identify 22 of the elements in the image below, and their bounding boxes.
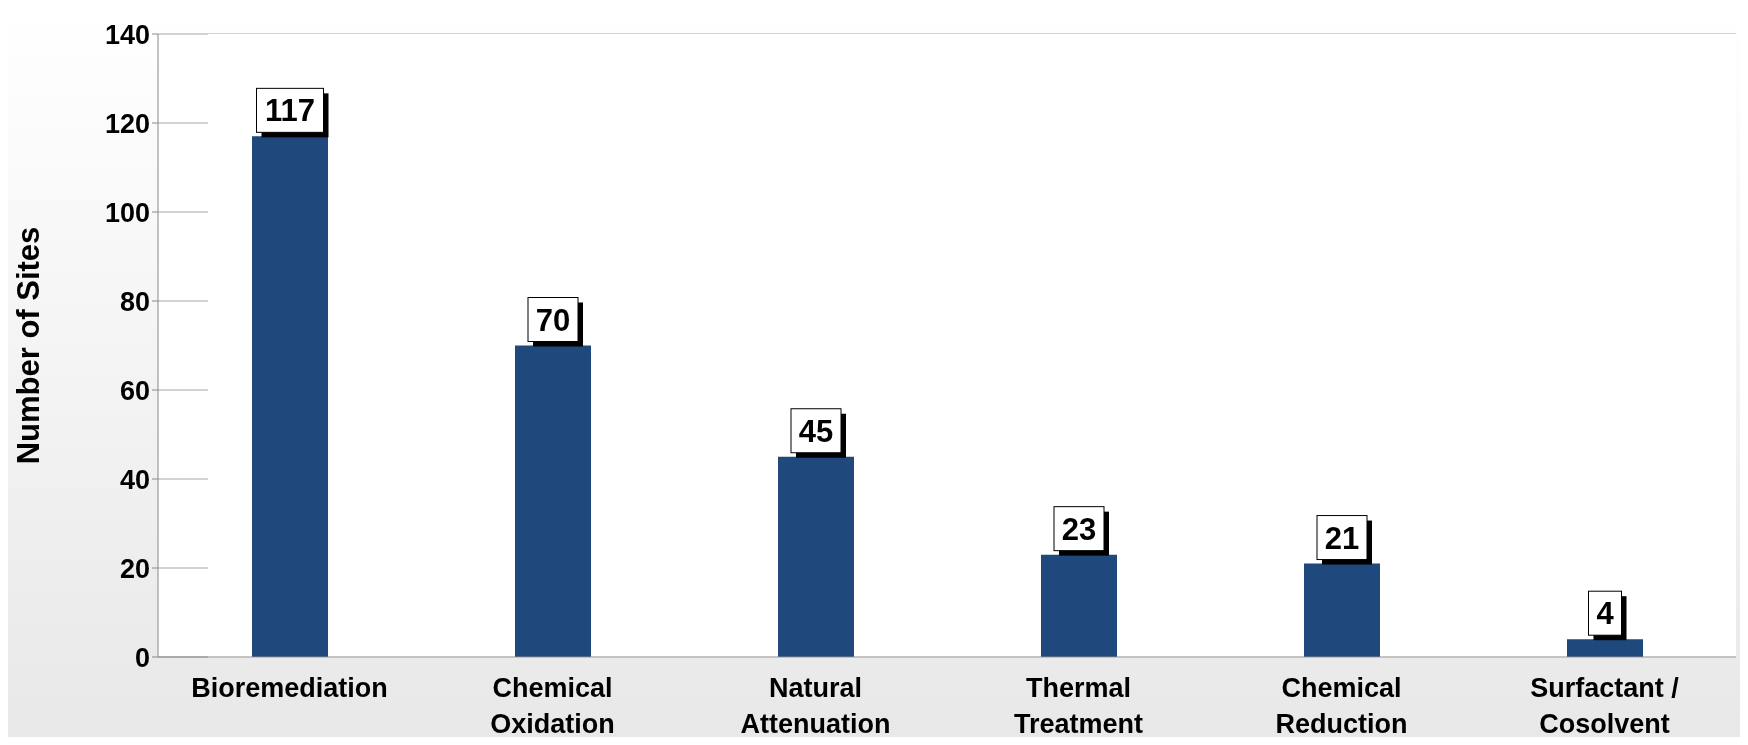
y-tick-label: 80 bbox=[119, 286, 150, 317]
data-label: 70 bbox=[535, 302, 571, 338]
y-tick-label: 140 bbox=[104, 19, 150, 50]
y-tick-label: 120 bbox=[104, 108, 150, 139]
x-tick-label: Thermal Treatment bbox=[1013, 673, 1144, 739]
data-label: 117 bbox=[264, 93, 316, 129]
x-tick-label: Natural Attenuation bbox=[740, 673, 891, 739]
y-tick-label: 20 bbox=[119, 553, 150, 584]
bar bbox=[1567, 639, 1643, 657]
x-tick-label: Surfactant / Cosolvent bbox=[1530, 673, 1680, 739]
y-tick-label: 0 bbox=[134, 642, 150, 673]
y-axis-title: Number of Sites bbox=[11, 226, 47, 465]
data-label: 4 bbox=[1596, 596, 1615, 632]
data-label: 45 bbox=[798, 413, 834, 449]
x-tick-label: Bioremediation bbox=[191, 673, 388, 703]
x-tick-label: Chemical Oxidation bbox=[490, 673, 615, 739]
data-label: 23 bbox=[1061, 511, 1097, 547]
y-tick-label: 100 bbox=[104, 197, 150, 228]
y-tick-label: 40 bbox=[119, 464, 150, 495]
x-tick-label: Chemical Reduction bbox=[1275, 673, 1408, 739]
y-tick-label: 60 bbox=[119, 375, 150, 406]
data-label: 21 bbox=[1324, 520, 1360, 556]
